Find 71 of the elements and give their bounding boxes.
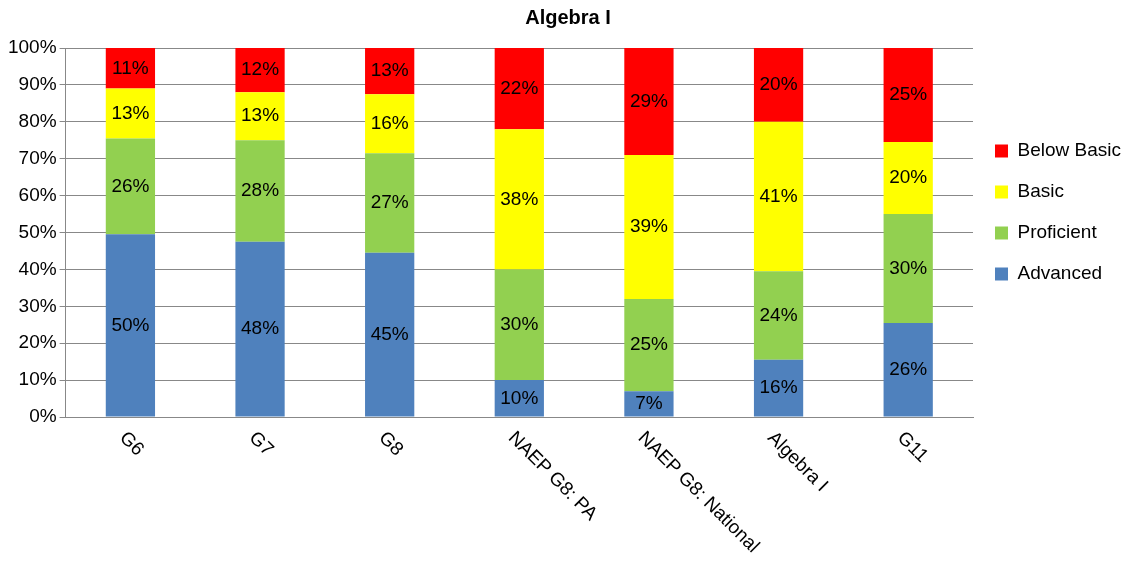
data-label: 16% xyxy=(370,111,409,133)
legend-label: Basic xyxy=(1017,180,1064,202)
x-tick-label: G8 xyxy=(375,426,408,460)
data-label: 20% xyxy=(889,166,928,188)
y-tick-label: 50% xyxy=(18,220,57,242)
bar xyxy=(365,153,415,253)
data-label: 24% xyxy=(759,303,798,325)
data-label: 22% xyxy=(500,76,539,98)
data-label: 38% xyxy=(500,187,539,209)
y-tick-label: 30% xyxy=(18,294,57,316)
data-label: 26% xyxy=(111,174,150,196)
data-label: 29% xyxy=(629,89,669,111)
bar xyxy=(883,48,933,143)
bar xyxy=(235,241,285,417)
bar xyxy=(753,359,804,417)
data-label: 25% xyxy=(889,83,928,105)
bar xyxy=(883,142,933,215)
bar xyxy=(624,48,674,156)
bar xyxy=(494,48,544,130)
bar xyxy=(624,298,674,392)
data-label: 26% xyxy=(889,357,928,379)
y-tick-label: 0% xyxy=(29,405,57,427)
y-tick-label: 60% xyxy=(18,183,57,205)
data-label: 13% xyxy=(111,101,150,123)
bar xyxy=(365,252,415,417)
y-tick-label: 70% xyxy=(18,146,57,168)
bar xyxy=(753,48,804,122)
bar xyxy=(624,391,674,417)
bar xyxy=(105,138,156,235)
y-tick-label: 40% xyxy=(18,257,57,279)
data-label: 30% xyxy=(500,312,539,334)
bar xyxy=(753,121,804,272)
y-tick-label: 20% xyxy=(18,331,57,353)
y-tick-label: 10% xyxy=(18,368,57,390)
legend-label: Advanced xyxy=(1017,262,1103,284)
y-tick-label: 100% xyxy=(7,36,57,58)
data-label: 11% xyxy=(112,56,149,78)
data-label: 13% xyxy=(370,59,409,81)
data-label: 27% xyxy=(370,191,409,213)
chart-title: Algebra I xyxy=(525,5,611,28)
x-tick-label: G7 xyxy=(245,426,279,460)
data-label: 45% xyxy=(370,322,409,344)
bar xyxy=(624,155,674,299)
x-tick-label: G11 xyxy=(893,426,933,466)
bar xyxy=(883,214,933,323)
legend-label: Proficient xyxy=(1017,221,1098,243)
data-label: 30% xyxy=(889,256,928,278)
data-label: 39% xyxy=(629,215,669,237)
data-label: 10% xyxy=(500,386,539,408)
bar xyxy=(105,234,156,417)
bar xyxy=(365,94,415,154)
legend-label: Below Basic xyxy=(1017,139,1122,161)
x-tick-label: G6 xyxy=(115,426,149,460)
data-label: 13% xyxy=(241,104,280,126)
y-tick-label: 80% xyxy=(18,110,57,132)
data-label: 28% xyxy=(241,179,280,201)
bar xyxy=(753,271,804,360)
data-label: 20% xyxy=(759,73,798,95)
data-label: 41% xyxy=(759,184,798,206)
data-label: 48% xyxy=(241,317,280,339)
data-label: 50% xyxy=(111,313,150,335)
data-label: 25% xyxy=(629,333,669,355)
bar xyxy=(494,129,544,270)
data-label: 16% xyxy=(759,376,798,398)
bar xyxy=(883,322,933,417)
bar xyxy=(494,269,544,381)
y-tick-label: 90% xyxy=(18,73,57,95)
bar xyxy=(235,92,285,141)
bar xyxy=(235,140,285,242)
data-label: 12% xyxy=(241,58,280,80)
data-label: 7% xyxy=(635,392,663,414)
